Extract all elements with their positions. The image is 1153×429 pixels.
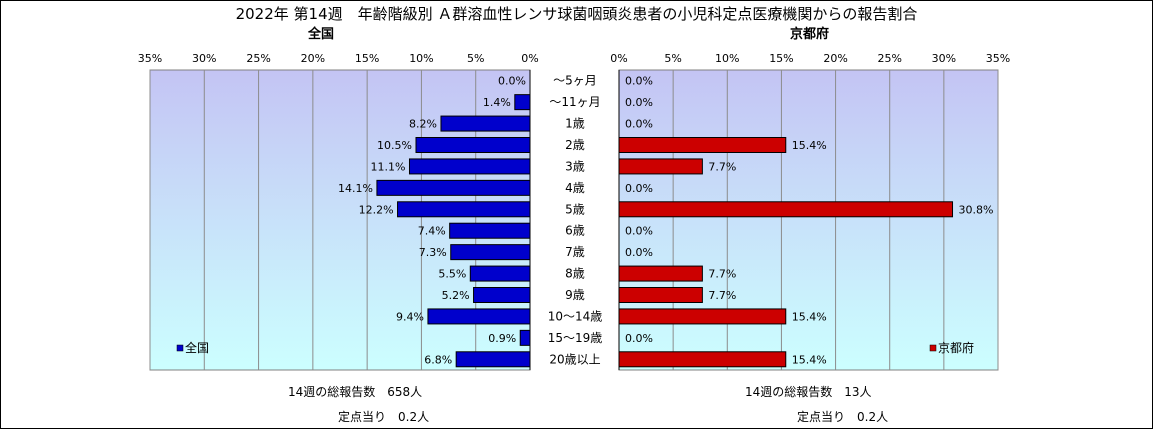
data-label-13: 15.4% xyxy=(792,353,827,366)
data-label-2: 8.2% xyxy=(409,118,437,131)
kyoto-per-site: 定点当り 0.2人 xyxy=(797,410,889,424)
national-subtitle: 全国 xyxy=(308,27,335,42)
data-label-13: 6.8% xyxy=(424,353,452,366)
tick-label-0: 0% xyxy=(610,52,627,65)
legend-swatch xyxy=(929,344,937,352)
category-label-3: 2歳 xyxy=(565,138,585,152)
data-label-10: 5.2% xyxy=(442,289,470,302)
category-label-8: 7歳 xyxy=(565,245,585,259)
category-label-12: 15～19歳 xyxy=(548,331,603,345)
tick-label-35: 35% xyxy=(986,52,1010,65)
plot-area xyxy=(618,69,999,371)
bar-7 xyxy=(449,222,531,239)
category-label-11: 10～14歳 xyxy=(548,309,603,323)
legend-label: 全国 xyxy=(185,340,209,355)
bar-9 xyxy=(469,265,531,282)
kyoto-total: 14週の総報告数 13人 xyxy=(745,385,872,399)
category-label-7: 6歳 xyxy=(565,224,585,238)
national-total: 14週の総報告数 658人 xyxy=(288,385,423,399)
bar-10 xyxy=(473,287,531,303)
data-label-4: 7.7% xyxy=(708,160,736,173)
bar-13 xyxy=(618,351,787,368)
data-label-7: 0.0% xyxy=(625,225,653,238)
data-label-3: 10.5% xyxy=(377,139,412,152)
bar-3 xyxy=(618,137,787,153)
data-label-10: 7.7% xyxy=(708,289,736,302)
bar-6 xyxy=(618,201,954,218)
data-label-2: 0.0% xyxy=(625,118,653,131)
category-label-2: 1歳 xyxy=(565,117,585,131)
data-label-3: 15.4% xyxy=(792,139,827,152)
data-label-6: 12.2% xyxy=(359,203,394,216)
bar-4 xyxy=(408,158,531,175)
tick-label-15: 15% xyxy=(769,52,793,65)
category-labels: ～5ヶ月 ～11ヶ月 1歳 2歳 3歳 4歳 5歳 6歳 7歳 8歳 9歳 10～14歳 15～19歳 2… xyxy=(548,74,603,367)
data-label-11: 9.4% xyxy=(396,310,424,323)
bar-8 xyxy=(450,244,531,261)
data-label-6: 30.8% xyxy=(959,203,994,216)
data-label-5: 14.1% xyxy=(338,182,373,195)
bar-3 xyxy=(415,137,531,153)
data-label-1: 0.0% xyxy=(625,96,653,109)
legend-label: 京都府 xyxy=(938,340,974,355)
bar-9 xyxy=(618,265,703,282)
national-per-site: 定点当り 0.2人 xyxy=(338,410,430,424)
category-label-5: 4歳 xyxy=(565,181,585,195)
category-label-6: 5歳 xyxy=(565,202,585,216)
bar-11 xyxy=(427,308,531,325)
data-label-12: 0.0% xyxy=(625,332,653,345)
national-panel: 0% 5% 10% 15% 20% 25% 30% 35% 0.0% 1.4% 8.2% 10.5% 1… xyxy=(138,52,539,371)
bar-2 xyxy=(440,115,531,132)
category-label-1: ～11ヶ月 xyxy=(549,95,600,109)
data-label-12: 0.9% xyxy=(488,332,516,345)
data-label-1: 1.4% xyxy=(483,96,511,109)
bar-4 xyxy=(618,158,703,175)
data-label-9: 5.5% xyxy=(438,268,466,281)
category-label-13: 20歳以上 xyxy=(549,352,600,366)
bar-12 xyxy=(519,329,531,346)
tick-label-20: 20% xyxy=(823,52,847,65)
tick-label-0: 0% xyxy=(521,52,538,65)
bar-5 xyxy=(376,179,531,196)
tick-label-25: 25% xyxy=(246,52,270,65)
tick-label-5: 5% xyxy=(664,52,681,65)
data-label-8: 7.3% xyxy=(419,246,447,259)
category-label-9: 8歳 xyxy=(565,267,585,281)
kyoto-panel: 0% 5% 10% 15% 20% 25% 30% 35% 0.0% 0.0% 0.0% 15.4% 7… xyxy=(610,52,1010,371)
tick-label-5: 5% xyxy=(467,52,484,65)
bar-11 xyxy=(618,308,787,325)
tick-label-25: 25% xyxy=(877,52,901,65)
bar-1 xyxy=(514,94,531,111)
bar-6 xyxy=(397,201,531,218)
plot-area xyxy=(149,69,531,371)
bar-10 xyxy=(618,287,703,303)
data-label-4: 11.1% xyxy=(371,160,406,173)
category-label-10: 9歳 xyxy=(565,288,585,302)
tick-label-10: 10% xyxy=(409,52,433,65)
tick-label-10: 10% xyxy=(715,52,739,65)
kyoto-subtitle: 京都府 xyxy=(790,27,830,42)
data-label-5: 0.0% xyxy=(625,182,653,195)
tick-label-35: 35% xyxy=(138,52,162,65)
chart-title: 2022年 第14週 年齢階級別 Ａ群溶血性レンサ球菌咽頭炎患者の小児科定点医療… xyxy=(235,5,918,23)
tick-label-20: 20% xyxy=(301,52,325,65)
bar-13 xyxy=(455,351,531,368)
data-label-11: 15.4% xyxy=(792,310,827,323)
data-label-9: 7.7% xyxy=(708,268,736,281)
legend-swatch xyxy=(176,344,184,352)
category-label-0: ～5ヶ月 xyxy=(553,74,597,88)
data-label-0: 0.0% xyxy=(625,75,653,88)
category-label-4: 3歳 xyxy=(565,159,585,173)
data-label-8: 0.0% xyxy=(625,246,653,259)
tick-label-30: 30% xyxy=(192,52,216,65)
tick-label-30: 30% xyxy=(932,52,956,65)
data-label-0: 0.0% xyxy=(498,75,526,88)
tick-label-15: 15% xyxy=(355,52,379,65)
data-label-7: 7.4% xyxy=(418,225,446,238)
